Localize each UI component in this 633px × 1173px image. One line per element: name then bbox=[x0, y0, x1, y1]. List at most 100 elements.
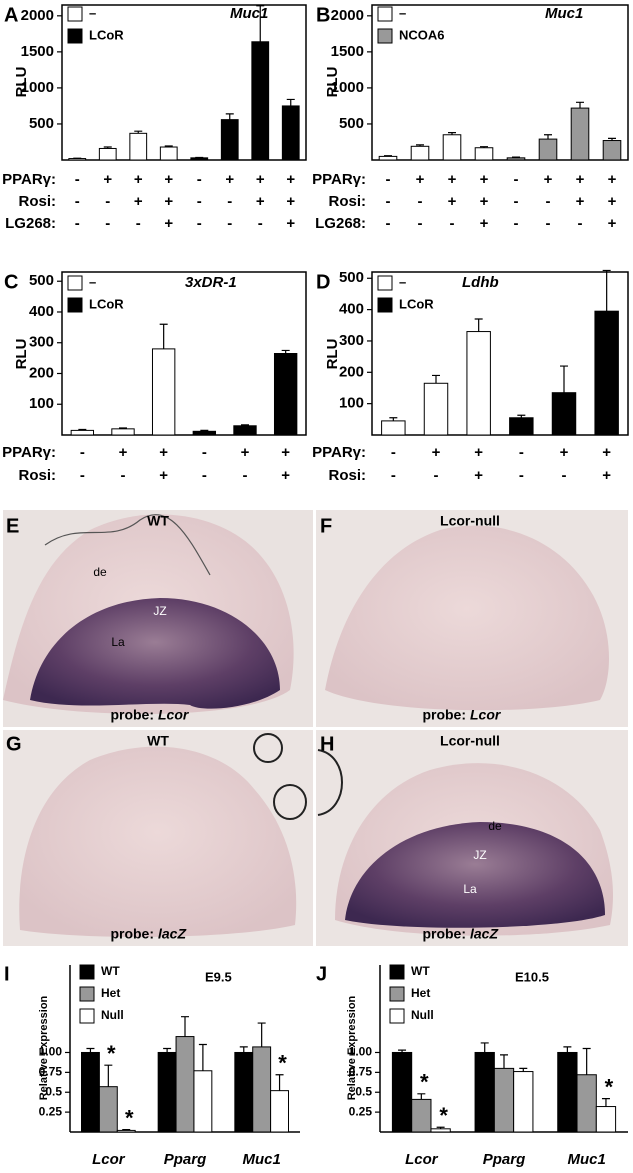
legend-swatch bbox=[377, 28, 393, 44]
legend-swatch bbox=[79, 1008, 95, 1024]
bar bbox=[234, 1051, 254, 1133]
error-bar bbox=[78, 428, 87, 431]
x-tick-label: Pparg bbox=[483, 1151, 526, 1168]
image-panel-h: H Lcor-null de JZ La probe: lacZ bbox=[316, 730, 628, 946]
error-bar bbox=[198, 1043, 207, 1071]
y-tick-label: 0.5 bbox=[355, 1084, 372, 1098]
bar bbox=[193, 1070, 213, 1133]
condition-sign: + bbox=[576, 193, 585, 210]
error-bar bbox=[519, 1067, 528, 1072]
plot-frame bbox=[371, 271, 629, 436]
condition-sign: - bbox=[227, 193, 232, 210]
x-tick-label: Pparg bbox=[164, 1151, 207, 1168]
error-bar bbox=[122, 1129, 131, 1131]
y-tick-label: 500 bbox=[29, 115, 54, 132]
legend-label: LCoR bbox=[399, 296, 434, 311]
bar bbox=[493, 1067, 515, 1133]
panel-letter: F bbox=[320, 515, 332, 537]
error-bar bbox=[256, 5, 265, 42]
condition-sign: + bbox=[281, 467, 290, 484]
y-tick-label: 100 bbox=[339, 395, 364, 412]
error-bar bbox=[398, 1049, 407, 1053]
probe-name: Lcor bbox=[158, 707, 190, 723]
condition-label: PPARγ: bbox=[2, 171, 56, 188]
condition-sign: - bbox=[75, 193, 80, 210]
bar bbox=[157, 1051, 177, 1133]
error-bar bbox=[281, 349, 290, 354]
condition-sign: + bbox=[256, 193, 265, 210]
legend-swatch bbox=[377, 297, 393, 313]
condition-sign: - bbox=[386, 171, 391, 188]
condition-label: Rosi: bbox=[329, 467, 367, 484]
bar bbox=[423, 382, 449, 436]
condition-label: LG268: bbox=[315, 215, 366, 232]
y-axis-label: Relative Expression bbox=[38, 995, 50, 1100]
error-bar bbox=[608, 137, 616, 141]
error-bar bbox=[275, 1074, 284, 1091]
error-bar bbox=[480, 146, 488, 148]
condition-sign: + bbox=[159, 444, 168, 461]
error-bar bbox=[500, 1054, 508, 1069]
error-bar bbox=[517, 414, 526, 418]
bar bbox=[281, 105, 300, 161]
annotation: E10.5 bbox=[515, 969, 549, 984]
error-bar bbox=[417, 1093, 426, 1100]
condition-sign: + bbox=[119, 444, 128, 461]
condition-label: PPARγ: bbox=[312, 171, 366, 188]
y-tick-label: 1500 bbox=[21, 43, 54, 60]
y-tick-label: 500 bbox=[29, 272, 54, 289]
bar bbox=[151, 348, 176, 436]
condition-label: Rosi: bbox=[19, 467, 57, 484]
condition-sign: + bbox=[474, 467, 483, 484]
error-bar bbox=[119, 427, 127, 429]
y-tick-label: 0.75 bbox=[39, 1065, 63, 1079]
error-bar bbox=[560, 365, 568, 393]
bar bbox=[233, 425, 257, 436]
condition-sign: - bbox=[450, 215, 455, 232]
y-tick-label: 0.25 bbox=[349, 1104, 373, 1118]
legend-label: – bbox=[89, 5, 96, 20]
panel-title: Lcor-null bbox=[440, 733, 500, 749]
condition-sign: - bbox=[105, 193, 110, 210]
panel-letter: C bbox=[4, 271, 18, 293]
bar bbox=[220, 119, 239, 161]
bar bbox=[557, 1051, 578, 1133]
error-bar bbox=[582, 1047, 591, 1075]
significance-mark: * bbox=[420, 1070, 429, 1095]
legend-swatch bbox=[377, 275, 393, 291]
bar bbox=[538, 138, 558, 161]
x-tick-label: Muc1 bbox=[242, 1151, 280, 1168]
condition-sign: + bbox=[286, 171, 295, 188]
error-bar bbox=[257, 1022, 266, 1047]
bar bbox=[175, 1036, 195, 1133]
condition-sign: + bbox=[608, 193, 617, 210]
bar bbox=[270, 1090, 290, 1133]
error-bar bbox=[225, 113, 234, 120]
condition-sign: - bbox=[514, 215, 519, 232]
condition-sign: - bbox=[243, 467, 248, 484]
condition-label: PPARγ: bbox=[312, 444, 366, 461]
bar bbox=[159, 146, 178, 161]
image-panel-e: E WT de JZ La probe: Lcor bbox=[3, 510, 313, 727]
image-panel-f: F Lcor-null probe: Lcor bbox=[316, 510, 628, 727]
error-bar bbox=[200, 429, 209, 432]
y-tick-label: 0.25 bbox=[39, 1104, 63, 1118]
plot-frame bbox=[371, 4, 629, 161]
annotation: Muc1 bbox=[230, 5, 268, 22]
probe-name: lacZ bbox=[470, 926, 498, 942]
condition-sign: - bbox=[519, 444, 524, 461]
error-bar bbox=[86, 1047, 95, 1053]
condition-label: Rosi: bbox=[329, 193, 367, 210]
panel-title: WT bbox=[147, 733, 169, 749]
bar bbox=[192, 430, 217, 436]
region-label: de bbox=[488, 819, 502, 833]
condition-sign: - bbox=[386, 215, 391, 232]
chart-b: B RLU Muc1 500 1000 1500 2000 – NCOA6 - - - + - - + + - + +… bbox=[312, 4, 629, 232]
bar bbox=[602, 140, 622, 161]
condition-sign: - bbox=[197, 215, 202, 232]
chart-a: A RLU Muc1 500 1000 1500 2000 – LCoR - - - + - - + + - + + +… bbox=[2, 4, 307, 232]
error-bar bbox=[436, 1126, 445, 1129]
annotation: E9.5 bbox=[205, 969, 232, 984]
condition-sign: - bbox=[105, 215, 110, 232]
